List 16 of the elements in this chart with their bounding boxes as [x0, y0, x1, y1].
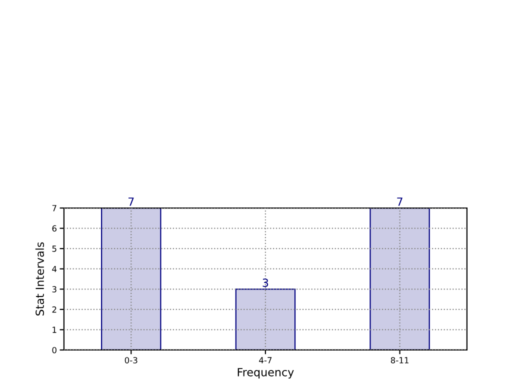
x-axis-title: Frequency — [238, 368, 294, 379]
data-label: 7 — [128, 198, 134, 206]
x-tick-label: 4-7 — [259, 357, 272, 364]
y-tick-label: 6 — [52, 225, 56, 232]
data-label: 7 — [397, 198, 402, 206]
y-tick-label: 1 — [52, 326, 56, 333]
y-tick-label: 3 — [52, 286, 56, 292]
y-tick-label: 5 — [52, 246, 56, 252]
y-tick-label: 4 — [52, 266, 57, 272]
data-label: 3 — [262, 278, 268, 287]
x-tick-label: 8-11 — [390, 357, 408, 364]
y-tick-label: 0 — [52, 346, 56, 354]
x-tick-label: 0-3 — [124, 357, 138, 364]
y-axis-title: Stat Intervals — [35, 242, 44, 316]
y-tick-label: 7 — [52, 205, 56, 212]
y-tick-label: 2 — [52, 306, 56, 313]
